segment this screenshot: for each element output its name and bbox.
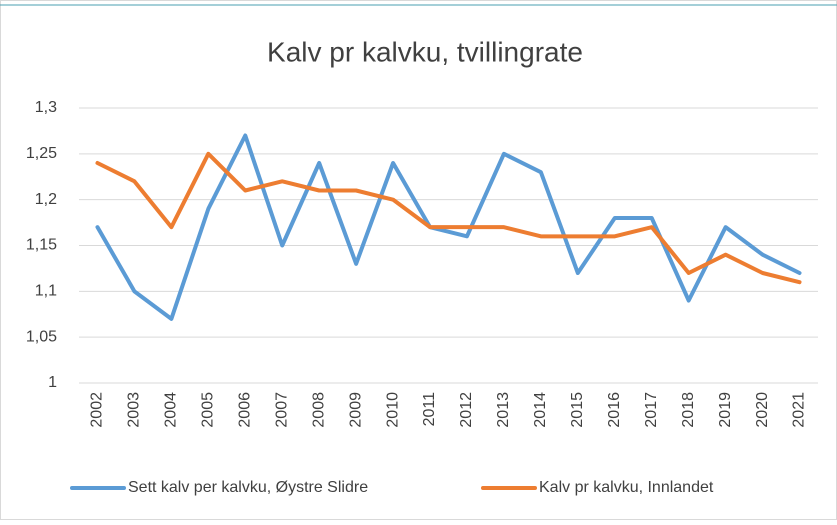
x-tick-label: 2011 bbox=[421, 392, 438, 427]
x-tick-label: 2015 bbox=[569, 392, 586, 428]
x-tick-label: 2009 bbox=[347, 392, 364, 428]
x-tick-label: 2008 bbox=[310, 392, 327, 428]
x-tick-label: 2002 bbox=[89, 392, 106, 428]
series-line bbox=[95, 133, 802, 321]
legend-label: Kalv pr kalvku, Innlandet bbox=[539, 479, 714, 496]
x-tick-label: 2014 bbox=[532, 392, 549, 428]
y-tick-label: 1,2 bbox=[35, 191, 57, 208]
x-tick-label: 2016 bbox=[606, 392, 623, 428]
x-tick-label: 2018 bbox=[680, 392, 697, 428]
y-tick-label: 1,25 bbox=[26, 145, 57, 162]
chart-title: Kalv pr kalvku, tvillingrate bbox=[267, 36, 583, 67]
y-tick-label: 1 bbox=[48, 374, 57, 391]
x-tick-label: 2006 bbox=[236, 392, 253, 428]
y-tick-label: 1,15 bbox=[26, 237, 57, 254]
y-tick-label: 1,05 bbox=[26, 328, 57, 345]
x-tick-label: 2007 bbox=[273, 392, 290, 428]
y-tick-label: 1,1 bbox=[35, 283, 57, 300]
x-tick-label: 2005 bbox=[200, 392, 217, 428]
x-tick-label: 2012 bbox=[458, 392, 475, 428]
y-tick-label: 1,3 bbox=[35, 99, 57, 116]
x-tick-label: 2003 bbox=[126, 392, 143, 428]
x-tick-label: 2010 bbox=[384, 392, 401, 428]
x-tick-label: 2021 bbox=[791, 392, 808, 428]
x-tick-label: 2017 bbox=[643, 392, 660, 428]
legend-label: Sett kalv per kalvku, Øystre Slidre bbox=[128, 479, 368, 496]
x-tick-label: 2004 bbox=[163, 392, 180, 428]
x-tick-label: 2013 bbox=[495, 392, 512, 428]
x-tick-label: 2019 bbox=[717, 392, 734, 428]
x-tick-label: 2020 bbox=[754, 392, 771, 428]
series-line bbox=[95, 151, 802, 285]
